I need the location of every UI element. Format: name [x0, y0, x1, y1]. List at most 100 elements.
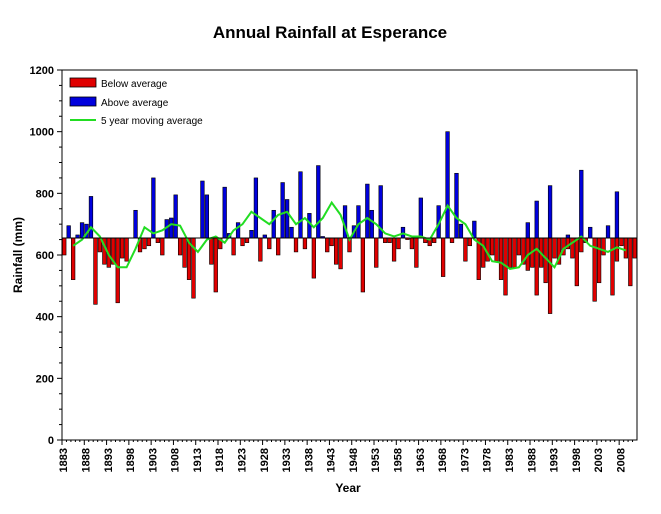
above-average-bar-1914	[200, 180, 205, 239]
x-tick-label: 1883	[58, 448, 70, 472]
below-average-bar-1944	[333, 237, 339, 265]
below-average-bar-1973	[463, 237, 468, 262]
below-average-bar-1957	[391, 237, 397, 262]
below-average-bar-1983	[507, 237, 513, 268]
above-average-bar-1969	[445, 131, 450, 239]
x-tick-label: 1983	[504, 448, 516, 472]
above-average-bar-1907	[169, 217, 174, 239]
x-tick-label: 1898	[125, 448, 137, 472]
above-average-bar-1930	[271, 209, 276, 239]
y-axis: 0 200 400 600 800 1000 1200	[30, 65, 62, 447]
x-tick-label: 1958	[393, 448, 405, 472]
y-tick-label: 1200	[30, 65, 54, 77]
x-axis-label: Year	[335, 481, 361, 495]
above-average-bar-1932	[280, 182, 285, 239]
y-tick-label: 800	[36, 188, 54, 200]
x-tick-label: 1993	[549, 448, 561, 472]
above-average-bar-1884	[66, 225, 71, 239]
below-average-bar-1904	[155, 237, 160, 243]
y-tick-label: 600	[36, 250, 54, 262]
chart-title: Annual Rainfall at Esperance	[213, 23, 447, 42]
below-average-bar-1955	[383, 237, 388, 243]
above-average-bar-1971	[454, 172, 459, 239]
below-average-bar-1999	[579, 237, 584, 253]
above-average-bar-1899	[133, 209, 138, 239]
below-average-bar-2003	[596, 237, 602, 284]
x-tick-label: 1923	[237, 448, 249, 472]
above-average-bar-1952	[369, 209, 374, 239]
below-average-bar-1917	[213, 237, 218, 293]
above-average-bar-1908	[173, 194, 178, 239]
below-average-bar-2008	[619, 237, 624, 247]
below-average-bar-1974	[467, 237, 472, 247]
x-tick-label: 1948	[348, 448, 360, 472]
x-tick-label: 1893	[103, 448, 115, 472]
x-tick-label: 2008	[615, 448, 627, 472]
below-average-bar-1923	[240, 237, 245, 247]
legend-label-below: Below average	[101, 79, 168, 90]
above-average-bar-1999	[579, 169, 584, 239]
legend-label-above: Above average	[101, 98, 169, 109]
above-average-bar-1925	[249, 230, 254, 239]
below-average-bar-1970	[449, 237, 455, 243]
above-average-bar-1940	[316, 165, 321, 239]
below-average-bar-1981	[498, 237, 504, 280]
below-average-bar-1897	[124, 237, 129, 262]
above-average-bar-1926	[253, 177, 259, 239]
legend-swatch-below	[69, 77, 97, 88]
below-average-bar-1989	[534, 237, 539, 296]
above-average-bar-1922	[235, 222, 241, 239]
below-average-bar-1905	[160, 237, 165, 256]
below-average-bar-1924	[244, 237, 250, 243]
below-average-bar-2009	[623, 237, 628, 259]
legend: Below average Above average 5 year movin…	[69, 77, 203, 127]
y-tick-label: 400	[36, 312, 54, 324]
below-average-bar-1942	[325, 237, 330, 253]
above-average-bar-1987	[525, 222, 530, 239]
y-tick-label: 1000	[30, 127, 54, 139]
above-average-bar-1934	[289, 226, 294, 239]
above-average-bar-2001	[588, 226, 593, 239]
below-average-bar-1979	[490, 237, 495, 256]
below-average-bar-1937	[302, 237, 308, 250]
below-average-bar-1929	[267, 237, 272, 250]
x-tick-label: 1953	[370, 448, 382, 472]
above-average-bar-2005	[605, 225, 611, 239]
below-average-bar-1985	[516, 237, 522, 256]
below-average-bar-1950	[360, 237, 366, 293]
below-average-bar-1992	[547, 237, 553, 314]
below-average-bar-2010	[628, 237, 633, 287]
below-average-bar-1956	[387, 237, 392, 243]
below-average-bar-1962	[414, 237, 419, 268]
above-average-bar-1963	[418, 197, 423, 239]
x-tick-label: 1933	[281, 448, 293, 472]
below-average-bar-1921	[231, 237, 236, 256]
below-average-bar-1998	[574, 237, 579, 287]
above-average-bar-1903	[151, 177, 156, 239]
below-average-bar-1961	[409, 237, 415, 250]
x-tick-label: 1903	[147, 448, 159, 472]
x-tick-label: 1913	[192, 448, 204, 472]
above-average-bar-1936	[298, 171, 303, 239]
x-axis: 1883 1888 1893 1898 1903 1908 1913 1918 1923 1928…	[58, 440, 634, 472]
below-average-bar-2011	[632, 237, 637, 259]
x-tick-label: 1943	[326, 448, 338, 472]
above-average-bar-1951	[365, 183, 370, 239]
below-average-bar-1953	[374, 237, 379, 268]
below-average-bar-1968	[440, 237, 446, 277]
below-average-bar-1901	[142, 237, 147, 250]
above-average-bar-1992	[547, 185, 553, 239]
x-tick-label: 1988	[526, 448, 538, 472]
x-tick-label: 1968	[437, 448, 449, 472]
above-average-bar-1919	[222, 186, 227, 239]
below-average-bar-1993	[552, 237, 557, 259]
legend-swatch-above	[69, 96, 97, 107]
below-average-bar-1910	[182, 237, 187, 268]
x-tick-label: 1963	[415, 448, 427, 472]
below-average-bar-1935	[293, 237, 299, 253]
above-average-bar-1949	[356, 205, 361, 239]
x-tick-label: 1978	[482, 448, 494, 472]
x-tick-label: 1973	[459, 448, 471, 472]
y-axis-label: Rainfall (mm)	[11, 217, 25, 293]
